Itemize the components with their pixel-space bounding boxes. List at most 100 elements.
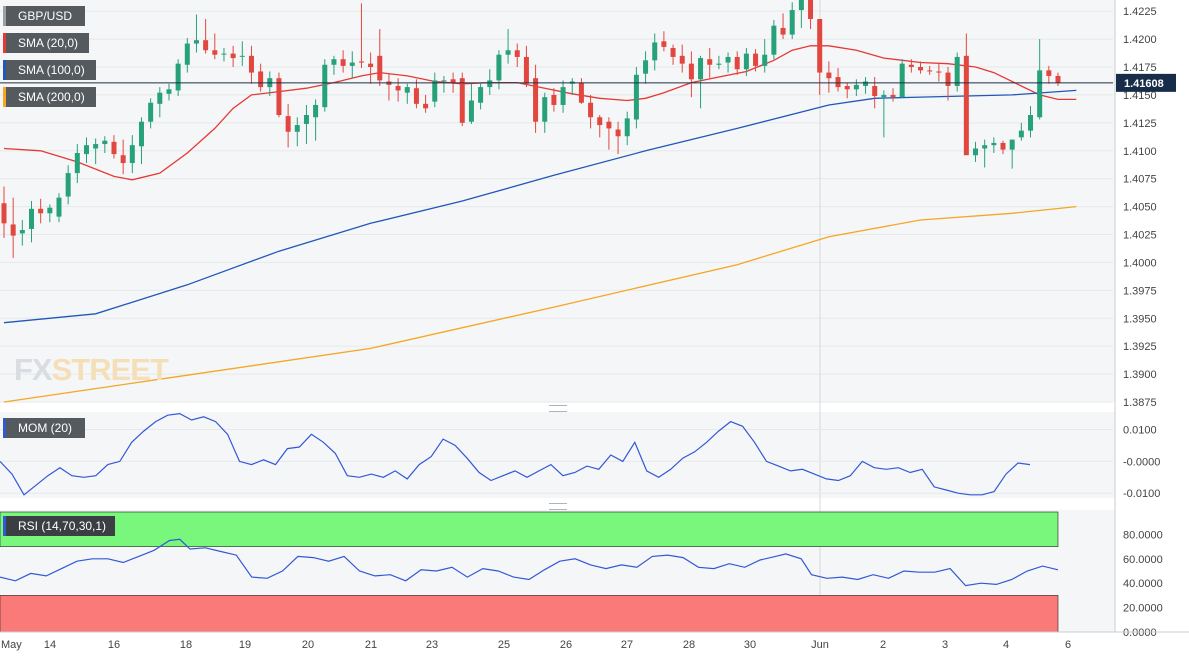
price-y-tick-label: 1.4050	[1123, 202, 1157, 214]
candle-body	[771, 25, 777, 55]
candle-body	[129, 145, 135, 164]
bearish-candle	[890, 88, 896, 102]
candle-body	[1037, 70, 1043, 118]
x-tick-label: 30	[744, 639, 756, 651]
bullish-candle	[129, 135, 135, 174]
candle-body	[203, 40, 209, 51]
fxstreet-watermark: FXSTREET	[14, 352, 169, 387]
sma200-legend[interactable]: SMA (200,0)	[3, 87, 96, 107]
price-y-tick-label: 1.4150	[1123, 90, 1157, 102]
bearish-candle	[597, 115, 603, 138]
pane-resize-handle[interactable]	[549, 405, 567, 412]
candle-body	[212, 50, 218, 55]
candle-body	[505, 50, 511, 55]
pane-resize-handle[interactable]	[549, 503, 567, 510]
bullish-candle	[93, 138, 99, 165]
bearish-candle	[377, 29, 383, 86]
bearish-candle	[1, 186, 7, 238]
bearish-candle	[230, 45, 236, 67]
bullish-candle	[762, 39, 768, 73]
candle-body	[358, 61, 364, 63]
candle-body	[798, 0, 804, 11]
bullish-candle	[798, 0, 804, 28]
price-panel	[0, 0, 1113, 632]
candle-body	[258, 71, 264, 88]
oversold-zone	[0, 595, 1059, 633]
candle-body	[340, 59, 346, 66]
candle-body	[844, 85, 850, 90]
candle-body	[313, 104, 319, 118]
candle-body	[826, 72, 832, 79]
bearish-candle	[38, 198, 44, 224]
bullish-candle	[725, 52, 731, 73]
bullish-candle	[881, 90, 887, 138]
momentum-line	[0, 412, 1031, 496]
candle-body	[1, 203, 7, 224]
bullish-candle	[74, 144, 80, 184]
bearish-candle	[945, 67, 951, 101]
bullish-candle	[148, 98, 154, 129]
bearish-candle	[368, 52, 374, 84]
candle-body	[853, 84, 859, 90]
symbol-legend[interactable]: GBP/USD	[3, 6, 85, 26]
bullish-candle	[28, 201, 34, 243]
bearish-candle	[258, 63, 264, 92]
candle-body	[624, 118, 630, 137]
bearish-candle	[203, 18, 209, 54]
candle-body	[808, 0, 814, 19]
candle-body	[973, 148, 979, 156]
bearish-candle	[120, 139, 126, 175]
bullish-candle	[1028, 106, 1034, 138]
x-tick-label: May	[1, 639, 22, 651]
bullish-candle	[863, 77, 869, 94]
bullish-candle	[432, 72, 438, 108]
candle-body	[661, 41, 667, 47]
candle-body	[542, 97, 548, 122]
bearish-candle	[1055, 72, 1061, 86]
candle-body	[652, 42, 658, 61]
bullish-candle	[294, 117, 300, 147]
candle-body	[743, 53, 749, 70]
bearish-candle	[588, 94, 594, 129]
bearish-candle	[780, 13, 786, 40]
bullish-candle	[166, 83, 172, 101]
candle-body	[404, 87, 410, 93]
candle-body	[753, 53, 759, 66]
bullish-candle	[349, 51, 355, 79]
bearish-candle	[826, 61, 832, 93]
rsi-legend[interactable]: RSI (14,70,30,1)	[3, 516, 115, 536]
candle-body	[349, 62, 355, 66]
bullish-candle	[652, 33, 658, 71]
sma20-legend[interactable]: SMA (20,0)	[3, 33, 89, 53]
price-y-tick-label: 1.3925	[1123, 341, 1157, 353]
bullish-candle	[193, 14, 199, 53]
candle-body	[578, 82, 584, 103]
bullish-candle	[771, 20, 777, 60]
bullish-candle	[982, 139, 988, 168]
candle-body	[927, 70, 933, 72]
bullish-candle	[102, 136, 108, 153]
candle-body	[991, 142, 997, 146]
x-tick-label: 23	[426, 639, 438, 651]
candle-body	[377, 55, 383, 81]
candle-body	[65, 173, 71, 197]
mom-legend[interactable]: MOM (20)	[3, 418, 85, 438]
bearish-candle	[808, 0, 814, 30]
candle-body	[47, 207, 53, 214]
candle-body	[1009, 139, 1015, 150]
bullish-candle	[853, 79, 859, 97]
candle-body	[606, 121, 612, 129]
mom-y-tick-label: -0.0100	[1123, 488, 1160, 500]
candle-body	[533, 78, 539, 122]
bullish-candle	[899, 59, 905, 99]
bullish-candle	[184, 37, 190, 73]
bullish-candle	[65, 165, 71, 205]
price-y-tick-label: 1.4000	[1123, 257, 1157, 269]
candle-body	[643, 60, 649, 74]
sma100-legend[interactable]: SMA (100,0)	[3, 60, 96, 80]
bearish-candle	[615, 121, 621, 155]
candle-body	[432, 80, 438, 102]
price-tag-bg	[1116, 73, 1176, 92]
bullish-candle	[643, 51, 649, 84]
bearish-candle	[963, 33, 969, 156]
